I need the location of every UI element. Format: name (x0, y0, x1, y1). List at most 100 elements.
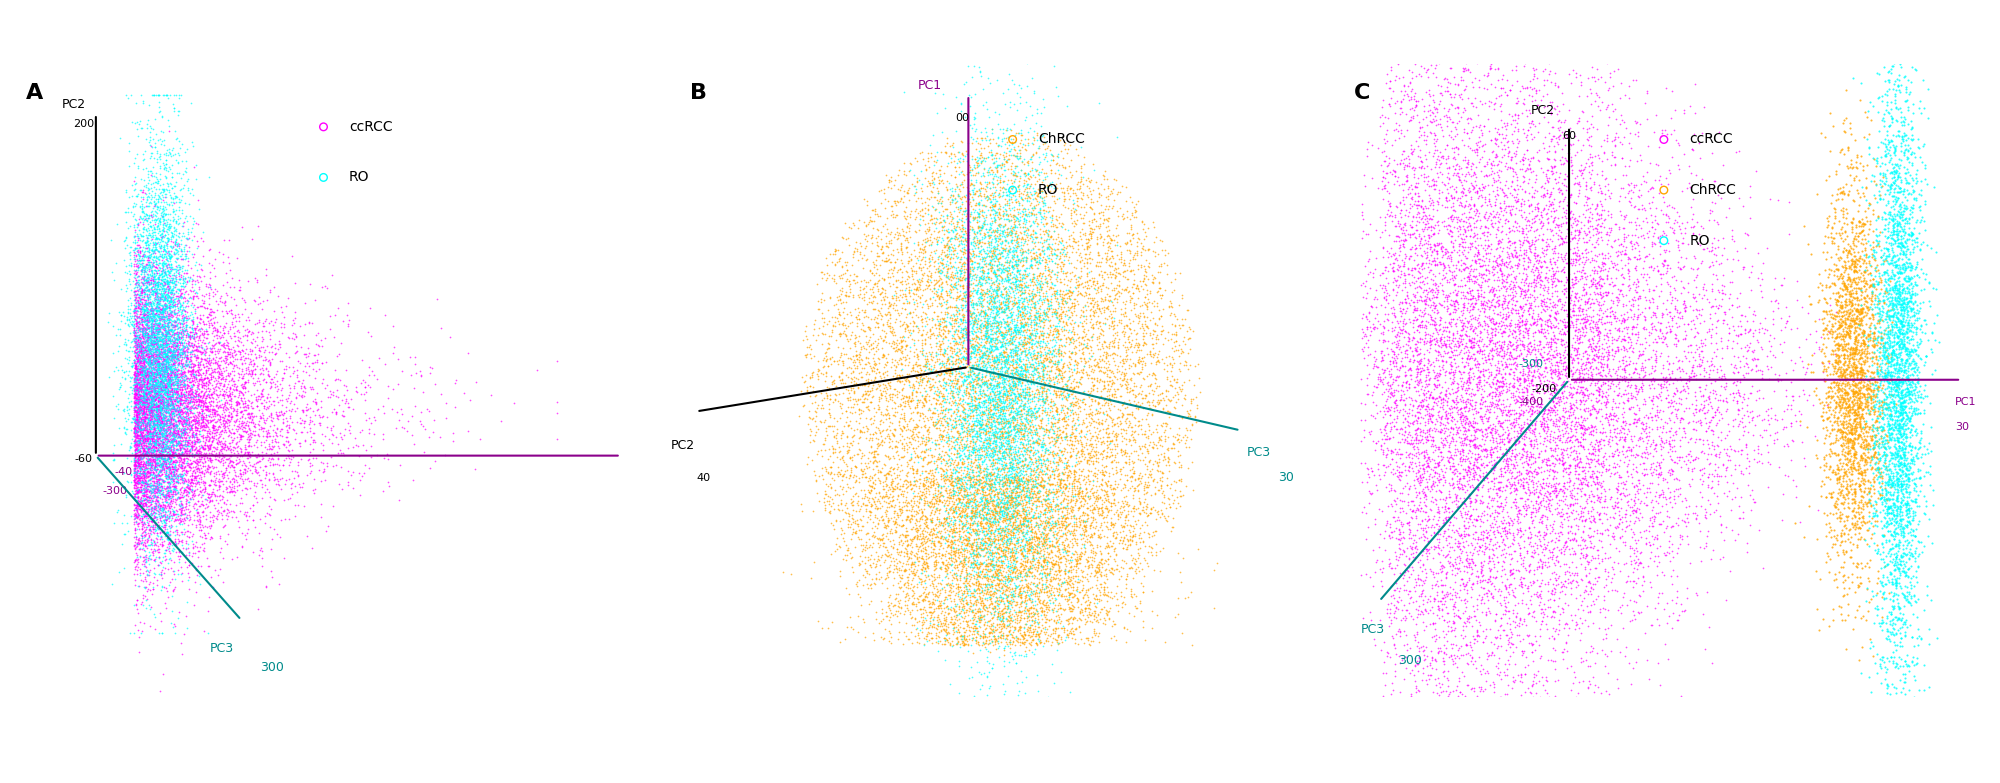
Point (1464, 121, 1496, 133)
Point (1064, 510, 1096, 522)
Point (960, 280, 992, 292)
Point (166, 366, 198, 379)
Point (1444, 459, 1476, 471)
Point (1004, 473, 1036, 485)
Point (976, 634, 1008, 647)
Point (132, 377, 164, 390)
Point (190, 448, 222, 460)
Point (120, 450, 152, 463)
Point (126, 297, 158, 309)
Point (1578, 583, 1610, 595)
Point (1026, 365, 1058, 377)
Point (988, 335, 1020, 348)
Point (902, 175, 934, 187)
Point (906, 252, 938, 265)
Point (1490, 312, 1522, 325)
Point (1540, 568, 1572, 581)
Point (1430, 289, 1462, 301)
Point (1518, 341, 1550, 353)
Point (1038, 677, 1070, 689)
Point (156, 402, 188, 415)
Point (166, 527, 198, 539)
Point (1100, 174, 1132, 186)
Point (146, 210, 178, 222)
Point (1862, 366, 1894, 379)
Point (132, 388, 164, 400)
Point (888, 381, 920, 394)
Point (1892, 496, 1924, 509)
Point (156, 412, 188, 424)
Point (944, 200, 976, 213)
Point (132, 412, 164, 424)
Point (1462, 376, 1494, 388)
Point (798, 556, 830, 568)
Point (998, 168, 1030, 181)
Point (1428, 434, 1460, 446)
Point (1004, 568, 1036, 580)
Point (1528, 492, 1560, 504)
Point (118, 286, 150, 298)
Point (1016, 479, 1048, 492)
Point (1070, 587, 1102, 600)
Point (968, 154, 1000, 167)
Point (180, 417, 212, 429)
Point (146, 210, 178, 222)
Point (1100, 305, 1132, 317)
Point (978, 389, 1010, 402)
Point (136, 394, 168, 406)
Point (964, 463, 996, 475)
Point (1494, 262, 1526, 275)
Point (138, 346, 170, 359)
Point (172, 337, 204, 350)
Point (1540, 108, 1572, 121)
Point (838, 290, 870, 303)
Point (1894, 260, 1926, 272)
Point (146, 448, 178, 460)
Point (1880, 500, 1912, 513)
Point (948, 366, 980, 379)
Point (1580, 678, 1612, 691)
Point (948, 251, 980, 263)
Point (120, 431, 152, 444)
Point (128, 589, 160, 601)
Point (162, 424, 194, 436)
Point (1000, 291, 1032, 304)
Point (1470, 450, 1502, 463)
Point (1004, 511, 1036, 523)
Point (1016, 328, 1048, 341)
Point (988, 437, 1020, 449)
Point (1644, 325, 1676, 337)
Point (154, 220, 186, 233)
Point (136, 366, 168, 378)
Point (132, 386, 164, 399)
Point (1466, 260, 1498, 272)
Point (162, 319, 194, 331)
Point (1546, 315, 1578, 327)
Point (1576, 244, 1608, 257)
Point (382, 352, 414, 365)
Point (1082, 446, 1114, 458)
Point (150, 338, 182, 351)
Point (1452, 474, 1484, 486)
Point (1028, 225, 1060, 237)
Point (1824, 384, 1856, 396)
Point (1830, 410, 1862, 422)
Point (1106, 251, 1138, 263)
Point (982, 264, 1014, 276)
Point (1460, 360, 1492, 373)
Point (1028, 310, 1060, 323)
Point (1390, 565, 1422, 578)
Point (130, 488, 162, 500)
Point (934, 309, 966, 321)
Point (140, 322, 172, 334)
Point (1846, 315, 1878, 327)
Point (140, 313, 172, 326)
Point (112, 423, 144, 435)
Point (1838, 448, 1870, 460)
Point (1478, 459, 1510, 471)
Point (204, 443, 236, 456)
Point (992, 490, 1024, 503)
Point (1480, 149, 1512, 161)
Point (944, 343, 976, 355)
Point (990, 357, 1022, 370)
